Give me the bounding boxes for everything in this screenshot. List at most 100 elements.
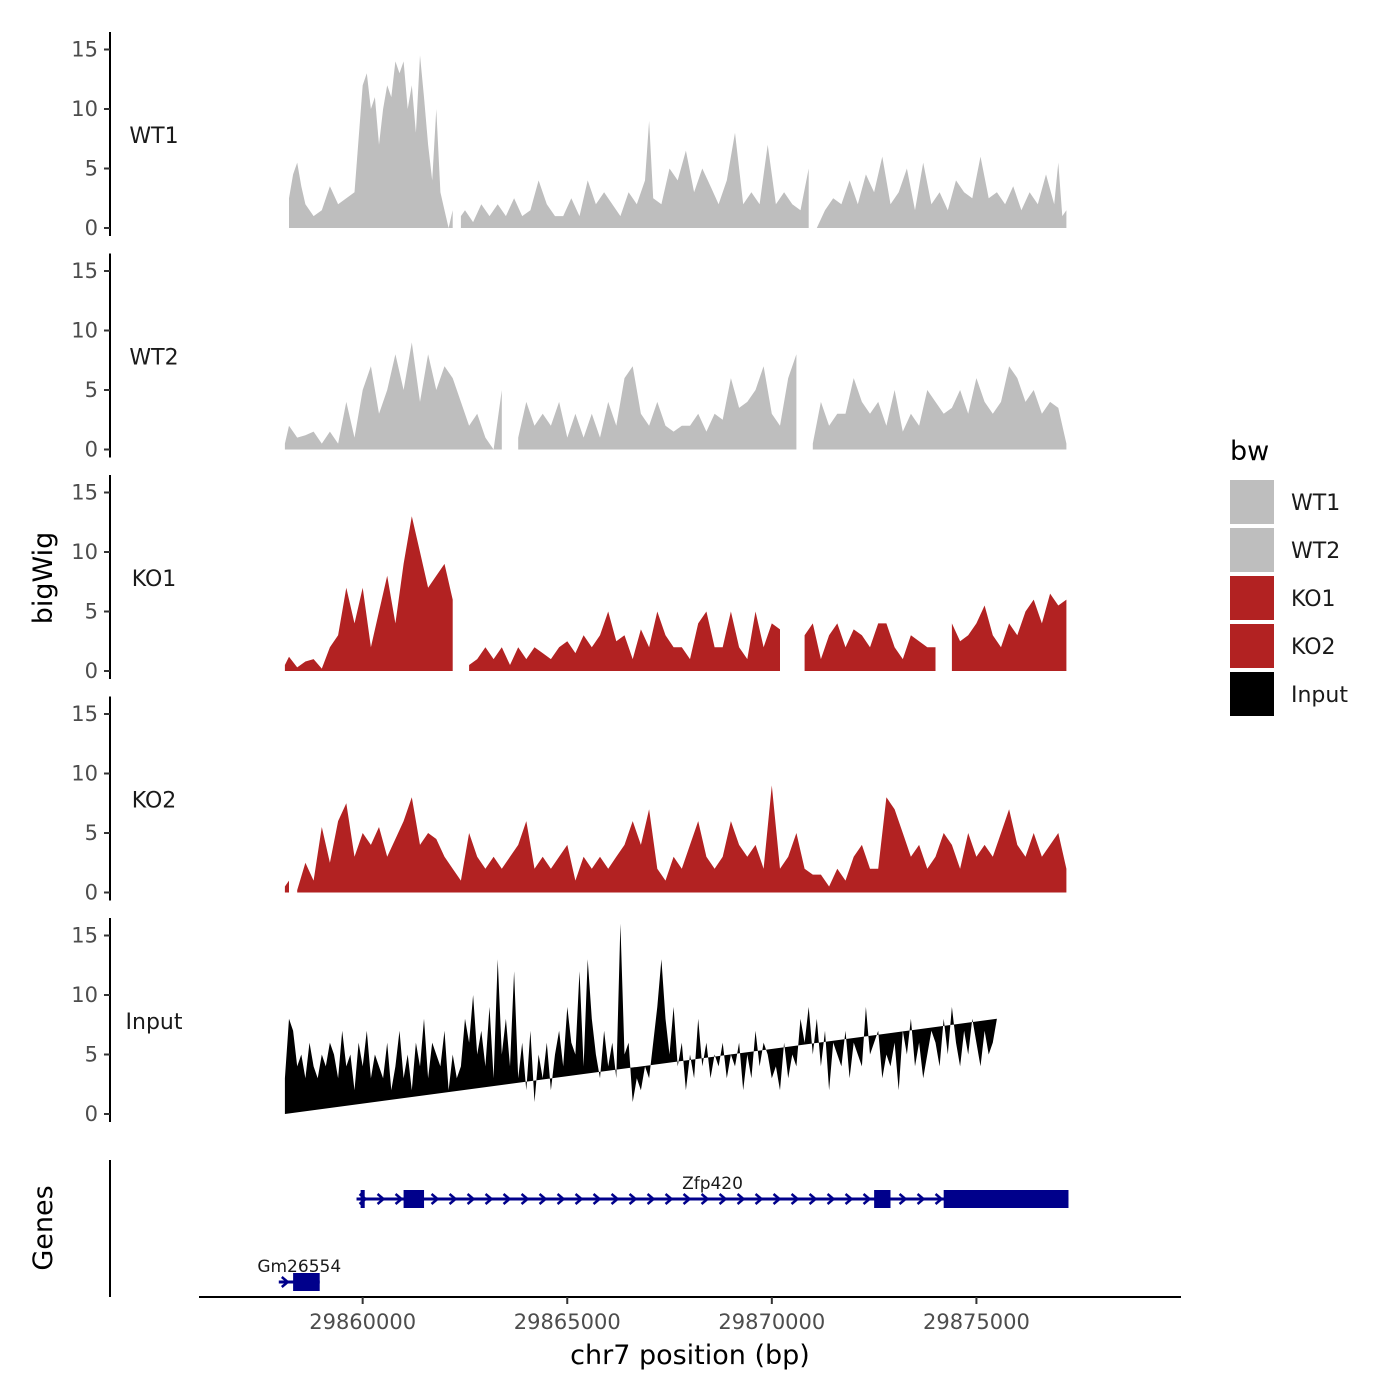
track-wt1: 0 5 10 15 WT1 (71, 32, 1067, 240)
y-tick-label: 15 (71, 259, 98, 283)
legend-swatch (1230, 528, 1274, 572)
y-tick-label: 0 (85, 438, 98, 462)
y-tick-label: 5 (85, 157, 98, 181)
strand-arrow (502, 1193, 512, 1205)
legend-swatch (1230, 480, 1274, 524)
y-tick-label: 5 (85, 1043, 98, 1067)
gene-exon (360, 1190, 365, 1208)
strand-arrow (808, 1193, 818, 1205)
signal-area (284, 516, 453, 671)
signal-area (951, 593, 1067, 671)
strand-arrow (646, 1193, 656, 1205)
y-tick-label: 5 (85, 600, 98, 624)
signal-area (284, 923, 997, 1114)
signal-area (297, 785, 1067, 893)
strand-arrow (610, 1193, 620, 1205)
strand-arrow (718, 1193, 728, 1205)
x-axis-title: chr7 position (bp) (570, 1340, 810, 1371)
legend-swatch (1230, 672, 1274, 716)
signal-area (518, 354, 797, 450)
signal-area (460, 120, 809, 228)
signal-area (289, 55, 453, 229)
strand-arrow (556, 1193, 566, 1205)
signal-area (469, 611, 780, 671)
strand-arrow (844, 1193, 854, 1205)
legend-swatch (1230, 624, 1274, 668)
x-tick-label: 29865000 (514, 1310, 621, 1334)
strand-arrow (736, 1193, 746, 1205)
strand-arrow (682, 1193, 692, 1205)
y-tick-label: 15 (71, 702, 98, 726)
x-tick-label: 29870000 (718, 1310, 825, 1334)
legend-label: KO1 (1291, 587, 1336, 612)
strand-arrow (280, 1276, 290, 1288)
signal-area (804, 623, 936, 671)
y-tick-label: 0 (85, 1102, 98, 1126)
strand-arrow (376, 1193, 386, 1205)
strand-arrow (934, 1193, 944, 1205)
y-tick-label: 10 (71, 97, 98, 121)
strand-arrow (826, 1193, 836, 1205)
track-label: WT1 (129, 124, 178, 149)
legend-label: Input (1291, 683, 1348, 708)
track-label: KO1 (132, 567, 177, 592)
signal-area (812, 366, 1067, 450)
legend: bw WT1 WT2 KO1 KO2 Input (1230, 436, 1348, 716)
legend-label: KO2 (1291, 635, 1336, 660)
strand-arrow (916, 1193, 926, 1205)
signal-area (284, 880, 289, 893)
strand-arrow (700, 1193, 710, 1205)
y-tick-label: 0 (85, 216, 98, 240)
gene-label: Zfp420 (682, 1174, 743, 1194)
track-ko1: 0 5 10 15 KO1 (71, 475, 1067, 683)
y-tick-label: 15 (71, 481, 98, 505)
strand-arrow (862, 1193, 872, 1205)
strand-arrow (790, 1193, 800, 1205)
legend-label: WT2 (1291, 539, 1340, 564)
strand-arrow (538, 1193, 548, 1205)
strand-arrow (754, 1193, 764, 1205)
strand-arrow (466, 1193, 476, 1205)
strand-arrow (628, 1193, 638, 1205)
legend-label: WT1 (1291, 491, 1340, 516)
x-tick-label: 29860000 (309, 1310, 416, 1334)
y-tick-label: 10 (71, 540, 98, 564)
gene-zfp420: Zfp420 (356, 1174, 1069, 1208)
strand-arrow (520, 1193, 530, 1205)
track-label: WT2 (129, 346, 178, 371)
strand-arrow (394, 1193, 404, 1205)
signal-area (816, 156, 1067, 228)
bigwig-tracks: 0 5 10 15 WT1 0 5 10 15 WT2 0 5 10 15 KO1 0 5 10 15 KO2 0 5 10… (71, 32, 1067, 1126)
track-label: Input (126, 1010, 183, 1035)
x-tick-label: 29875000 (923, 1310, 1030, 1334)
gene-exon (403, 1190, 425, 1208)
legend-title: bw (1230, 436, 1269, 467)
gene-label: Gm26554 (257, 1257, 341, 1277)
track-ko2: 0 5 10 15 KO2 (71, 696, 1067, 905)
gene-gm26554: Gm26554 (257, 1257, 341, 1291)
y-tick-label: 10 (71, 983, 98, 1007)
y-tick-label: 0 (85, 659, 98, 683)
y-tick-label: 5 (85, 821, 98, 845)
gene-exon (874, 1190, 891, 1208)
y-tick-label: 15 (71, 924, 98, 948)
y-tick-label: 0 (85, 881, 98, 905)
strand-arrow (484, 1193, 494, 1205)
strand-arrow (772, 1193, 782, 1205)
strand-arrow (448, 1193, 458, 1205)
y-tick-label: 10 (71, 762, 98, 786)
x-axis: 29860000 29865000 29870000 29875000 (199, 1296, 1181, 1334)
strand-arrow (664, 1193, 674, 1205)
gene-exon (293, 1273, 320, 1291)
genes-axis-title: Genes (28, 1185, 59, 1270)
y-tick-label: 15 (71, 38, 98, 62)
strand-arrow (592, 1193, 602, 1205)
strand-arrow (574, 1193, 584, 1205)
gene-exon (943, 1190, 1069, 1208)
legend-swatch (1230, 576, 1274, 620)
track-input: 0 5 10 15 Input (71, 918, 997, 1126)
strand-arrow (430, 1193, 440, 1205)
signal-area (284, 342, 502, 450)
track-wt2: 0 5 10 15 WT2 (71, 253, 1067, 462)
